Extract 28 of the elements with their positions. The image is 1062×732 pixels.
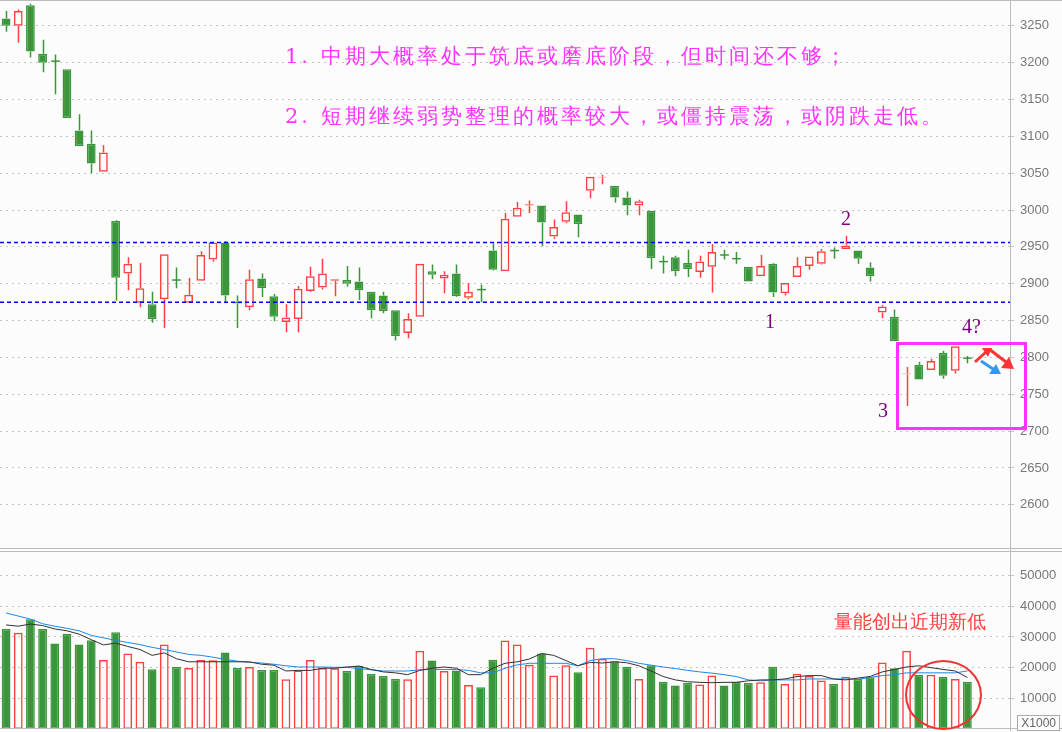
- y-tick-label: 2950: [1020, 238, 1049, 254]
- y-axis-title: X1000: [1017, 715, 1060, 731]
- y-tick-label: 3050: [1020, 164, 1049, 180]
- y-tick-label: 2900: [1020, 275, 1049, 291]
- y-tick-label: 20000: [1020, 659, 1057, 675]
- y-tick-label: 3000: [1020, 201, 1049, 217]
- annotation: 量能创出近期新低: [834, 609, 986, 634]
- y-tick-label: 2650: [1020, 459, 1049, 475]
- annotation: 1: [765, 310, 775, 333]
- candlestick: [50, 53, 61, 96]
- annotation: 2: [841, 207, 851, 230]
- y-tick-label: 2600: [1020, 496, 1049, 512]
- y-tick-label: 50000: [1020, 567, 1057, 583]
- annotation: 1. 中期大概率处于筑底或磨底阶段，但时间还不够；: [285, 43, 849, 70]
- y-tick-label: 2850: [1020, 312, 1049, 328]
- y-tick-label: 3250: [1020, 17, 1049, 33]
- y-tick-label: 3100: [1020, 127, 1049, 143]
- y-tick-label: 40000: [1020, 597, 1057, 613]
- y-tick-label: 10000: [1020, 689, 1057, 705]
- annotation: 3: [878, 399, 888, 422]
- candlestick: [171, 266, 182, 289]
- y-tick-label: 3200: [1020, 54, 1049, 70]
- annotation: 2. 短期继续弱势整理的概率较大，或僵持震荡，或阴跌走低。: [285, 103, 945, 130]
- annotation: 4?: [962, 315, 981, 338]
- y-tick-label: 30000: [1020, 628, 1057, 644]
- candlestick: [86, 129, 96, 174]
- y-tick-label: 3150: [1020, 91, 1049, 107]
- candlestick: [354, 266, 364, 301]
